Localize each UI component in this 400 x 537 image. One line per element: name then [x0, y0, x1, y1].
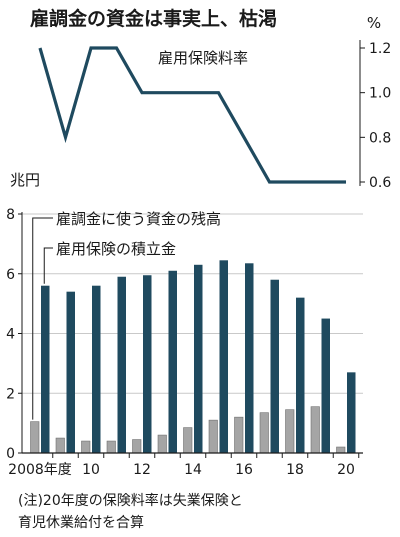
bar-y-tick-label: 0 [6, 446, 15, 462]
bar-x-tick-label: 18 [286, 462, 304, 478]
bar-balance [310, 406, 320, 454]
bar-reserve [168, 270, 177, 453]
bar-reserve [143, 275, 152, 453]
bar-gridlines [22, 213, 363, 394]
bar-reserve [41, 285, 50, 453]
balance-bar-chart: 兆円 0 2 4 6 8 2008年度 10 12 14 16 18 20 雇調金に使う資金の残高 … [6, 171, 363, 478]
bar-reserve [270, 279, 279, 453]
bar-balance [30, 421, 40, 454]
rate-y-tick-label: 0.8 [369, 130, 391, 146]
bar-balance [183, 427, 193, 454]
callout-leader-gray [32, 217, 53, 420]
legend-gray-label: 雇調金に使う資金の残高 [56, 210, 221, 228]
rate-y-tick-label: 1.0 [369, 86, 391, 102]
rate-line [38, 46, 346, 184]
bar-y-tick-label: 6 [6, 267, 15, 283]
rate-y-tick-label: 0.6 [369, 175, 391, 191]
bar-reserve [92, 285, 101, 453]
bar-x-tick-label: 10 [82, 462, 100, 478]
bar-balance [234, 416, 244, 454]
bar-balance [208, 419, 218, 454]
bar-balance [285, 409, 295, 454]
bar-unit-label: 兆円 [10, 171, 40, 189]
footnote-line-1: (注)20年度の保険料率は失業保険と [18, 493, 243, 509]
bar-y-tick-label: 4 [6, 327, 15, 343]
bar-reserve [296, 297, 305, 453]
bar-reserve [219, 260, 228, 453]
bar-balance [55, 437, 65, 454]
rate-unit-label: % [367, 14, 381, 32]
callout-leader-dark [43, 247, 53, 284]
bar-x-tick-label: 14 [184, 462, 202, 478]
bar-y-tick-label: 8 [6, 207, 15, 223]
bar-balance [259, 412, 269, 454]
bar-reserve [347, 372, 356, 453]
bar-x-tick-label: 12 [133, 462, 151, 478]
bar-balance [157, 434, 167, 454]
rate-line-chart: % 雇用保険料率 0.6 0.8 1.0 1.2 [38, 14, 391, 191]
bar-balance [132, 439, 142, 454]
bar-reserve [321, 318, 330, 453]
bar-reserve [66, 291, 75, 453]
rate-y-tick-label: 1.2 [369, 41, 391, 57]
bar-y-tick-label: 2 [6, 386, 15, 402]
bar-reserve [117, 276, 126, 453]
bar-plot [30, 260, 356, 454]
bar-y-axis: 0 2 4 6 8 [6, 207, 23, 462]
rate-series-label: 雇用保険料率 [158, 49, 248, 67]
bar-reserve [245, 263, 254, 453]
footnote-line-2: 育児休業給付を合算 [18, 515, 144, 531]
chart-title: 雇調金の資金は事実上、枯渇 [30, 8, 278, 30]
bar-balance [106, 440, 116, 454]
bar-x-tick-label: 2008年度 [8, 462, 72, 478]
bar-x-axis: 2008年度 10 12 14 16 18 20 [8, 452, 363, 478]
rate-plot [38, 46, 347, 184]
bar-balance [336, 446, 346, 454]
bar-callouts: 雇調金に使う資金の残高 雇用保険の積立金 [32, 210, 221, 420]
bar-reserve [194, 264, 203, 453]
bar-x-tick-label: 20 [337, 462, 355, 478]
legend-dark-label: 雇用保険の積立金 [56, 240, 176, 258]
rate-y-axis: 0.6 0.8 1.0 1.2 [359, 40, 391, 191]
bar-balance [81, 440, 91, 454]
bar-x-tick-label: 16 [235, 462, 253, 478]
